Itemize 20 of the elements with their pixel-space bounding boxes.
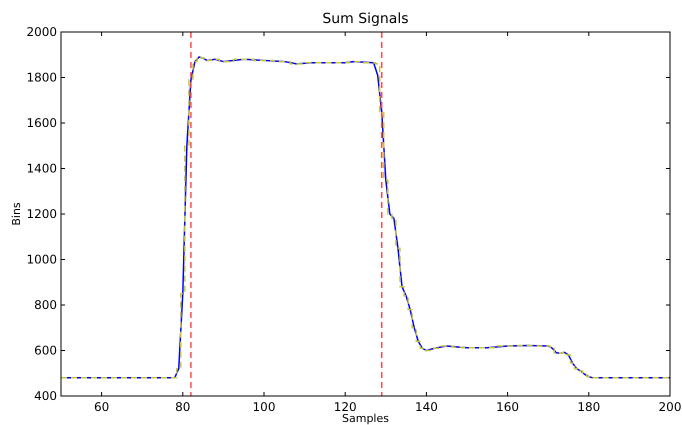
y-tick-label: 1800 (26, 70, 57, 84)
y-tick-label: 1400 (26, 162, 57, 176)
y-tick-label: 1000 (26, 252, 57, 266)
y-tick-label: 1200 (26, 207, 57, 221)
y-tick-label: 1600 (26, 116, 57, 130)
y-tick-label: 800 (34, 298, 57, 312)
chart-title: Sum Signals (322, 11, 409, 27)
x-tick-label: 80 (175, 400, 190, 414)
y-tick-label: 2000 (26, 25, 57, 39)
x-tick-label: 160 (496, 400, 520, 414)
x-tick-label: 100 (252, 400, 276, 414)
y-tick-label: 400 (34, 389, 57, 403)
x-axis-title: Samples (342, 412, 390, 425)
x-tick-label: 120 (334, 400, 357, 414)
x-tick-label: 180 (577, 400, 600, 414)
y-tick-label: 600 (34, 344, 57, 358)
x-tick-label: 140 (414, 400, 438, 414)
x-tick-label: 60 (94, 400, 110, 414)
y-axis-title: Bins (10, 202, 23, 226)
x-tick-label: 200 (658, 400, 682, 414)
